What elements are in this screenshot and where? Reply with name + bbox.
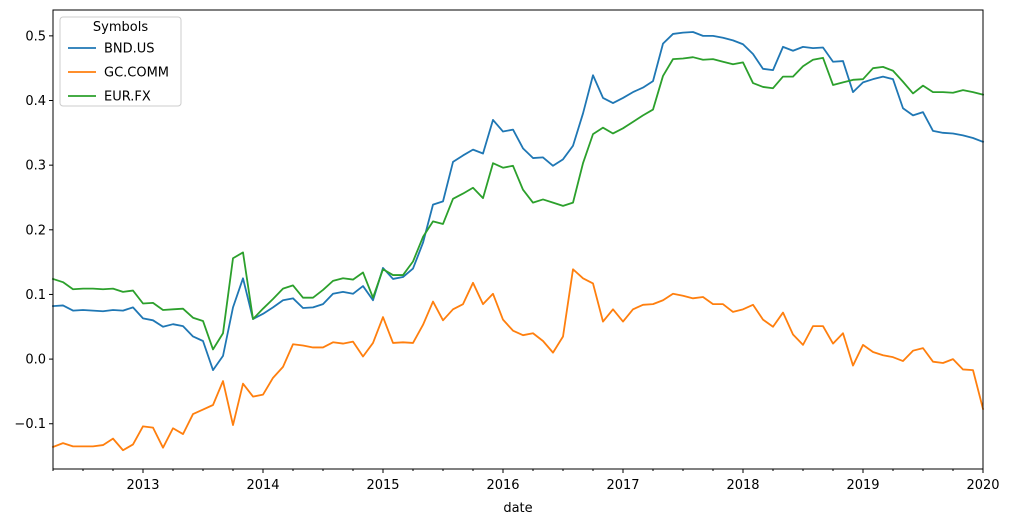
x-tick-label: 2019: [846, 478, 879, 493]
plot-frame: [52, 9, 984, 470]
plot-area: [53, 10, 983, 469]
series-line-eur-fx: [51, 56, 985, 351]
y-tick-label: 0.4: [25, 94, 46, 109]
x-tick-label: 2018: [726, 478, 759, 493]
legend-entries: BND.US GC.COMM EUR.FX: [68, 42, 169, 105]
y-tick-label: 0.2: [25, 223, 46, 238]
x-tick-label: 2020: [966, 478, 999, 493]
y-tick-label: 0.1: [25, 288, 46, 303]
x-tick-label: 2016: [486, 478, 519, 493]
x-axis: 2013 2014 2015 2016 2017 2018 2019 2020: [52, 469, 1000, 493]
legend-label: EUR.FX: [104, 90, 151, 105]
legend-label: BND.US: [104, 42, 155, 57]
x-axis-label: date: [503, 501, 532, 516]
series-layer: [51, 31, 985, 452]
y-tick-label: −0.1: [14, 417, 46, 432]
legend-box: [59, 16, 182, 107]
legend: Symbols BND.US GC.COMM EUR.FX: [59, 16, 182, 107]
x-tick-label: 2014: [246, 478, 279, 493]
legend-label: GC.COMM: [104, 66, 169, 81]
y-tick-label: 0.0: [25, 353, 46, 368]
series-line-bnd-us: [52, 31, 985, 371]
x-tick-label: 2017: [606, 478, 639, 493]
series-line-gc-comm: [51, 268, 985, 452]
x-tick-label: 2015: [366, 478, 399, 493]
y-axis: −0.1 0.0 0.1 0.2 0.3 0.4 0.5: [14, 29, 53, 432]
y-tick-label: 0.5: [25, 29, 46, 44]
y-tick-label: 0.3: [25, 159, 46, 174]
legend-title: Symbols: [93, 20, 148, 35]
x-tick-label: 2013: [126, 478, 159, 493]
